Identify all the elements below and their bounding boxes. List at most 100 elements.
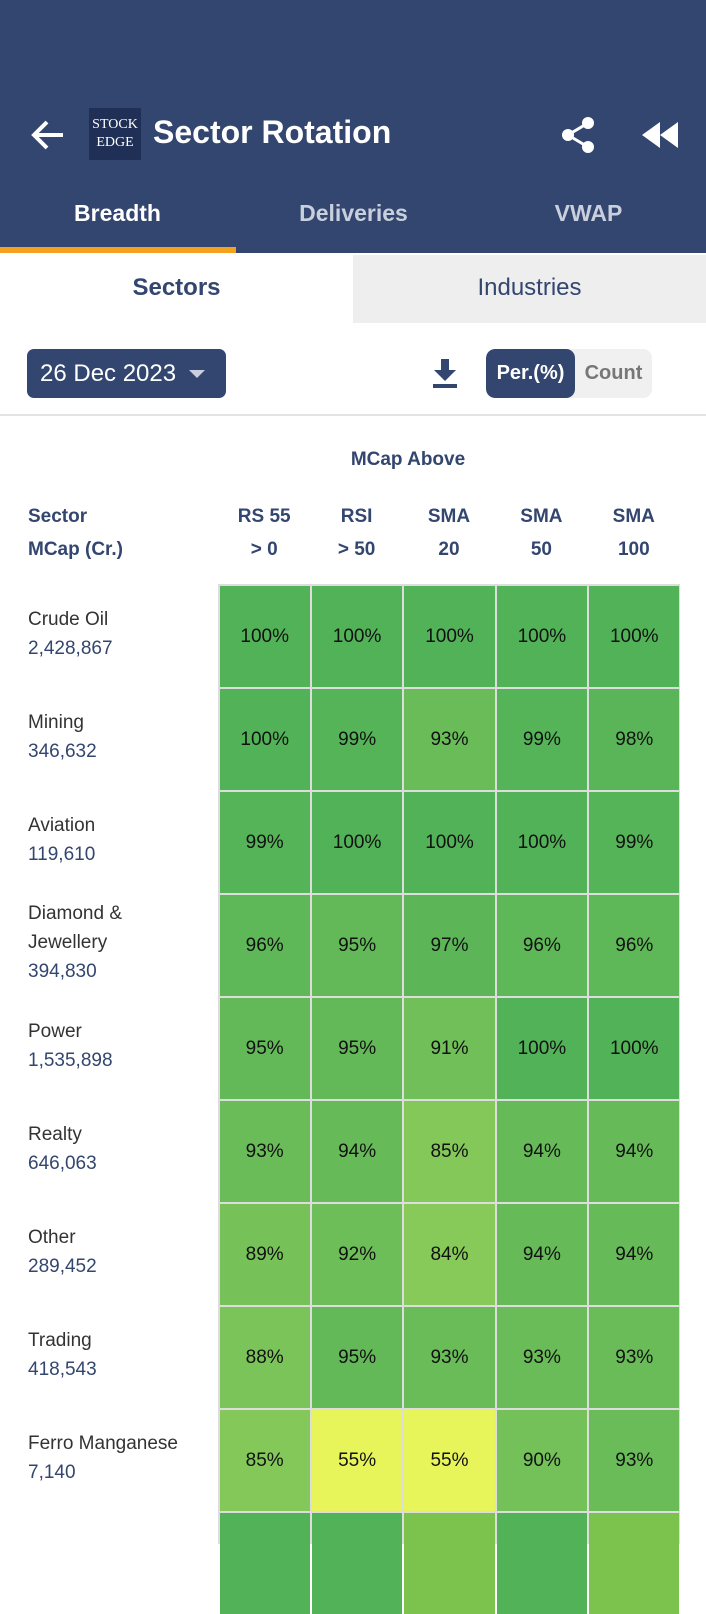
row-label: Trading 418,543 <box>28 1326 213 1384</box>
date-picker[interactable]: 26 Dec 2023 <box>27 349 226 398</box>
header-line: > 50 <box>337 539 376 560</box>
toggle-option[interactable]: Per.(%) <box>486 349 575 398</box>
row-label: Aviation 119,610 <box>28 811 213 869</box>
column-header: RSI > 50 <box>310 500 402 566</box>
heatmap-cell: 98% <box>589 688 680 790</box>
heatmap-cell: 85% <box>219 1409 310 1511</box>
heatmap-cell: 96% <box>496 894 588 996</box>
heatmap-cell: 96% <box>219 894 310 996</box>
heatmap-cell: 95% <box>219 997 310 1099</box>
heatmap-cell: 85% <box>404 1100 495 1202</box>
heatmap-cell: 100% <box>404 791 495 893</box>
heatmap-cell: 55% <box>311 1409 403 1511</box>
subtab[interactable]: Industries <box>353 255 706 323</box>
heatmap-cell: 93% <box>589 1409 680 1511</box>
heatmap-cell: 96% <box>589 894 680 996</box>
heatmap-cell: 100% <box>219 585 310 687</box>
heatmap-cell: 99% <box>496 688 588 790</box>
dropdown-caret <box>189 370 205 378</box>
header-line: 20 <box>438 539 460 560</box>
back-button[interactable] <box>30 118 66 152</box>
header-line: > 0 <box>250 539 278 560</box>
toggle-option[interactable]: Count <box>584 362 643 384</box>
column-header: RS 55 > 0 <box>218 500 310 566</box>
heatmap-cell: 94% <box>496 1203 588 1305</box>
header-line: 100 <box>617 539 650 560</box>
heatmap-cell: 89% <box>219 1203 310 1305</box>
logo: STOCK EDGE <box>89 108 141 160</box>
header-line: Sector <box>28 506 88 527</box>
heatmap-cell: 95% <box>311 997 403 1099</box>
header-line: SMA <box>520 506 563 527</box>
heatmap-cell: 84% <box>404 1203 495 1305</box>
row-label: Power 1,535,898 <box>28 1017 213 1075</box>
heatmap-cell: 94% <box>589 1203 680 1305</box>
sector-mcap: 418,543 <box>28 1358 97 1380</box>
heatmap-cell: 100% <box>496 997 588 1099</box>
heatmap-cell: 99% <box>219 791 310 893</box>
column-header: SMA 20 <box>403 500 495 566</box>
heatmap-grid: 100% 100% 100% 100% 100% 100% 99% 93% 99% 98% 99% 1… <box>218 584 680 1614</box>
tab[interactable]: Breadth <box>74 200 161 226</box>
subtab[interactable]: Sectors <box>0 255 353 323</box>
heatmap-cell: 92% <box>311 1203 403 1305</box>
rewind-button[interactable] <box>640 120 680 150</box>
sector-name: Trading <box>28 1329 92 1351</box>
heatmap-cell: 95% <box>311 1306 403 1408</box>
sector-mcap: 289,452 <box>28 1255 97 1277</box>
header-line: 50 <box>530 539 552 560</box>
header-line: RS 55 <box>237 506 291 527</box>
sector-name: Realty <box>28 1123 82 1145</box>
sector-name: Crude Oil <box>28 608 109 630</box>
row-label: Realty 646,063 <box>28 1120 213 1178</box>
header-line: RSI <box>340 506 373 527</box>
tab[interactable]: VWAP <box>554 200 623 226</box>
row-label: Diamond & Jewellery 394,830 <box>28 899 213 986</box>
partial-cell <box>496 1512 588 1614</box>
heatmap-cell: 100% <box>496 791 588 893</box>
unit-toggle: Per.(%) Count <box>486 349 652 398</box>
sector-name: Mining <box>28 711 84 733</box>
row-label: Crude Oil 2,428,867 <box>28 605 213 663</box>
logo-text: STOCK <box>92 117 138 132</box>
heatmap-cell: 100% <box>311 791 403 893</box>
logo-text: EDGE <box>96 135 134 150</box>
partial-cell <box>589 1512 680 1614</box>
heatmap-cell: 100% <box>219 688 310 790</box>
download-button[interactable] <box>430 357 460 389</box>
share-button[interactable] <box>560 116 596 154</box>
sector-mcap: 2,428,867 <box>28 637 113 659</box>
heatmap-cell: 91% <box>404 997 495 1099</box>
group-header: MCap Above <box>350 449 466 470</box>
column-header: Sector MCap (Cr.) <box>28 500 123 566</box>
heatmap-cell: 94% <box>311 1100 403 1202</box>
row-label: Mining 346,632 <box>28 708 213 766</box>
heatmap-cell: 88% <box>219 1306 310 1408</box>
partial-cell <box>404 1512 495 1614</box>
sector-mcap: 7,140 <box>28 1461 76 1483</box>
sector-name: Ferro Manganese <box>28 1432 178 1454</box>
header-line: SMA <box>427 506 471 527</box>
heatmap-cell: 99% <box>589 791 680 893</box>
sector-mcap: 346,632 <box>28 740 97 762</box>
row-label: Ferro Manganese 7,140 <box>28 1429 213 1487</box>
page-title: Sector Rotation <box>153 114 392 150</box>
header-line: MCap (Cr.) <box>28 539 123 560</box>
heatmap-cell: 95% <box>311 894 403 996</box>
heatmap-cell: 97% <box>404 894 495 996</box>
column-header: SMA 50 <box>495 500 587 566</box>
partial-cell <box>219 1512 310 1614</box>
tab[interactable]: Deliveries <box>299 200 408 226</box>
sector-name: Aviation <box>28 814 96 836</box>
heatmap-cell: 93% <box>404 688 495 790</box>
sector-name: Other <box>28 1226 76 1248</box>
heatmap-cell: 100% <box>311 585 403 687</box>
partial-cell <box>311 1512 403 1614</box>
heatmap-cell: 100% <box>496 585 588 687</box>
sector-name: Power <box>28 1020 82 1042</box>
heatmap-cell: 100% <box>404 585 495 687</box>
heatmap-cell: 99% <box>311 688 403 790</box>
sector-mcap: 646,063 <box>28 1152 97 1174</box>
heatmap-cell: 94% <box>589 1100 680 1202</box>
